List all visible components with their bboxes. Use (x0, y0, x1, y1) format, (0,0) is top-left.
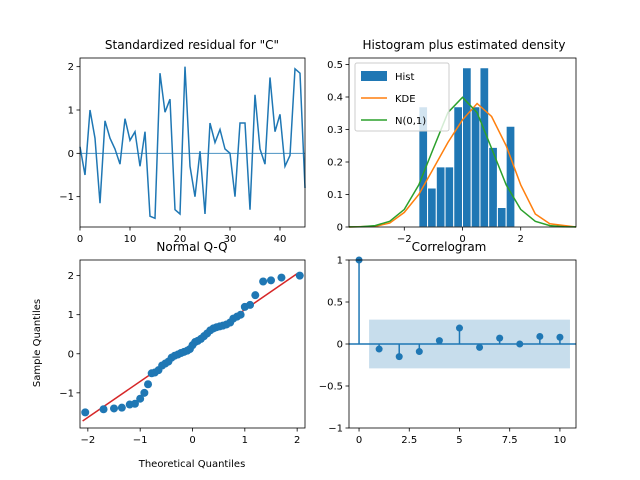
x-tick-label: 40 (274, 234, 287, 245)
acf-point (435, 337, 443, 345)
acf-point (516, 340, 524, 348)
qq-point (140, 388, 149, 397)
x-tick-label: 30 (224, 234, 237, 245)
hist-bar (496, 207, 507, 228)
hist-bar (479, 67, 490, 228)
y-tick-label: 0.4 (327, 93, 343, 104)
qq-point (110, 404, 119, 413)
x-tick-label: −1 (133, 435, 148, 446)
qq-point (236, 310, 245, 319)
y-tick-label: 2 (68, 62, 74, 73)
panel-correlogram: Correlogram 0 2.5 5 7.5 10 −1 −0.5 0 0.5 1 (319, 240, 577, 446)
x-tick-label: 0 (356, 435, 362, 446)
xlabel-qq: Theoretical Quantiles (138, 459, 246, 470)
y-tick-label: 0.2 (327, 158, 343, 169)
title-correlogram: Correlogram (412, 240, 487, 254)
acf-point (395, 353, 403, 361)
x-tick-label: 2 (294, 435, 300, 446)
qq-point (259, 277, 268, 286)
x-tick-label: 2.5 (401, 435, 417, 446)
x-tick-label: −2 (397, 234, 412, 245)
y-tick-label: 1 (68, 106, 74, 117)
qq-point (81, 408, 90, 417)
correlogram-plot-area: 0 2.5 5 7.5 10 −1 −0.5 0 0.5 1 (319, 256, 577, 446)
legend-label: N(0,1) (395, 116, 426, 127)
qq-point (295, 271, 304, 280)
x-tick-label: 0 (459, 234, 465, 245)
y-tick-label: 0.3 (327, 125, 343, 136)
qq-plot-area: −2 −1 0 1 2 −1 0 1 2 (59, 259, 306, 446)
legend-label: KDE (395, 94, 416, 105)
hist-bar (435, 166, 446, 228)
y-tick-label: 0 (337, 223, 343, 234)
hist-bar (453, 106, 463, 228)
y-tick-label: 0.5 (327, 60, 343, 71)
ylabel-qq: Sample Quantiles (32, 299, 43, 387)
residual-plot-area: 0 10 20 30 40 −1 0 1 2 (59, 57, 306, 245)
qq-point (130, 399, 139, 408)
axes-frame (79, 57, 306, 228)
qq-point (251, 291, 260, 300)
x-tick-label: 0 (77, 234, 83, 245)
hist-bar (444, 166, 455, 228)
acf-point (476, 343, 484, 351)
legend: Hist KDE N(0,1) (354, 62, 450, 132)
acf-point (556, 333, 564, 341)
qq-point (136, 394, 145, 403)
y-tick-label: −0.5 (319, 382, 343, 393)
acf-point (536, 332, 544, 340)
panel-histogram: Histogram plus estimated density −2 0 2 0 0.… (327, 38, 577, 245)
x-tick-label: 10 (124, 234, 137, 245)
y-tick-label: −1 (328, 424, 343, 435)
qq-point (99, 405, 108, 414)
qq-point (144, 380, 153, 389)
x-tick-label: 5 (456, 435, 462, 446)
legend-label: Hist (395, 72, 415, 83)
x-tick-label: 10 (554, 435, 567, 446)
x-tick-label: −2 (80, 435, 95, 446)
acf-point (415, 348, 423, 356)
residual-line (79, 66, 306, 220)
x-tick-label: 2 (518, 234, 524, 245)
y-tick-label: 1 (68, 310, 74, 321)
y-tick-label: 0.1 (327, 190, 343, 201)
x-tick-label: 1 (242, 435, 248, 446)
acf-point (496, 334, 504, 342)
qq-point (246, 300, 255, 309)
panel-qq: Normal Q-Q Theoretical Quantiles Sample … (32, 240, 306, 470)
title-residuals: Standardized residual for "C" (105, 38, 279, 52)
x-tick-label: 20 (174, 234, 187, 245)
hist-bar (470, 106, 481, 228)
qq-point (266, 276, 275, 285)
qq-point (117, 403, 126, 412)
legend-swatch-hist (361, 71, 387, 81)
title-histogram: Histogram plus estimated density (363, 38, 566, 52)
y-tick-label: −1 (59, 388, 74, 399)
title-qq: Normal Q-Q (156, 240, 227, 254)
y-tick-label: 0 (68, 149, 74, 160)
hist-bar (462, 67, 472, 228)
acf-point (375, 345, 383, 353)
y-tick-label: 0.5 (327, 298, 343, 309)
panel-residuals: Standardized residual for "C" 0 10 20 30 40−… (59, 38, 306, 245)
x-tick-label: 7.5 (502, 435, 518, 446)
normal-line (348, 96, 577, 228)
y-tick-label: 1 (337, 256, 343, 267)
qq-point (277, 273, 286, 282)
histogram-plot-area: −2 0 2 0 0.1 0.2 0.3 0.4 0.5 Hist KDE N(0,1) (327, 57, 577, 245)
hist-bar (427, 187, 437, 228)
y-tick-label: −1 (59, 192, 74, 203)
y-tick-label: 0 (337, 340, 343, 351)
hist-bar (505, 125, 516, 228)
kde-line (348, 102, 577, 228)
y-tick-label: 2 (68, 271, 74, 282)
acf-point (455, 324, 463, 332)
x-tick-label: 0 (189, 435, 195, 446)
y-tick-label: 0 (68, 349, 74, 360)
